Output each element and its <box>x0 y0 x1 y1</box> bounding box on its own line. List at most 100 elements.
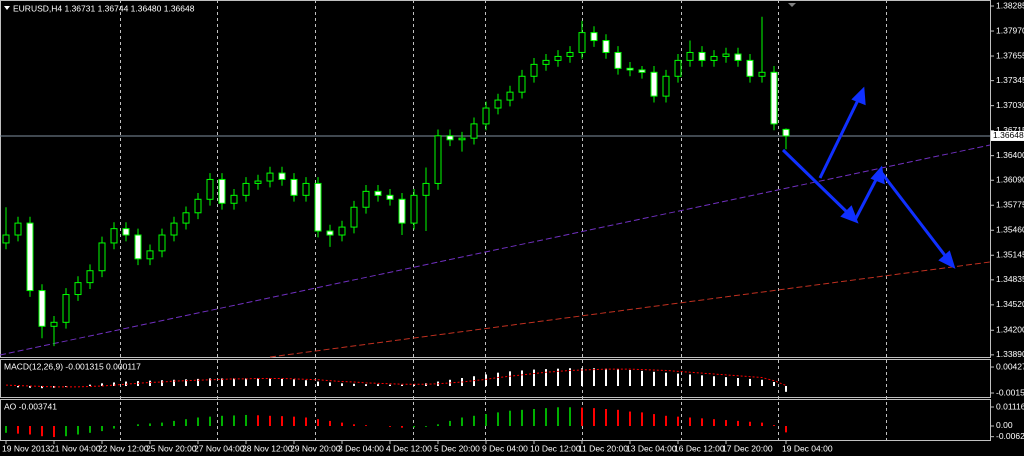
x-tick-label: 19 Dec 04:00 <box>782 443 833 453</box>
candle-body <box>74 282 82 296</box>
candle-body <box>38 290 46 327</box>
y-tick-label: -0.006262 <box>996 431 1024 441</box>
y-tick-label: 1.37970 <box>996 25 1024 35</box>
candle-body <box>782 128 790 137</box>
x-tick-label: 3 Dec 04:00 <box>338 443 384 453</box>
candle-body <box>326 230 334 236</box>
candle-body <box>290 178 298 196</box>
y-tick-label: 1.36400 <box>996 150 1024 160</box>
candle-body <box>506 91 514 101</box>
candle-body <box>722 53 730 57</box>
current-price-label: 1.36648 <box>993 130 1024 140</box>
y-tick-label: 1.33890 <box>996 349 1024 359</box>
candle-body <box>578 32 586 53</box>
candle-body <box>374 190 382 196</box>
x-tick-label: 27 Nov 04:00 <box>194 443 245 453</box>
x-tick-label: 11 Dec 20:00 <box>578 443 628 453</box>
candle-body <box>434 135 442 184</box>
candle-body <box>470 123 478 139</box>
candle-body <box>242 182 250 196</box>
candle-body <box>662 75 670 97</box>
panel-frames <box>0 0 991 441</box>
candle-body <box>710 55 718 61</box>
candle-body <box>62 294 70 323</box>
y-tick-label: 0.011166 <box>996 401 1024 411</box>
candle-body <box>482 107 490 125</box>
candle-body <box>614 51 622 69</box>
x-tick-label: 25 Nov 20:00 <box>146 443 197 453</box>
candle-body <box>314 182 322 232</box>
candle-body <box>542 59 550 65</box>
candle-body <box>14 222 22 236</box>
candle-body <box>638 69 646 73</box>
x-tick-label: 19 Nov 2013 <box>2 443 50 453</box>
candle-body <box>146 250 154 260</box>
y-tick-label: 1.35775 <box>996 199 1024 209</box>
arrow <box>853 173 881 221</box>
candle-body <box>278 172 286 180</box>
y-tick-label: 1.36715 <box>996 125 1024 135</box>
arrow-head <box>851 86 866 106</box>
candle-body <box>254 180 262 184</box>
trend-line <box>0 144 991 356</box>
y-tick-label: 1.37030 <box>996 100 1024 110</box>
arrow <box>818 95 862 179</box>
candle-body <box>338 226 346 236</box>
candle-body <box>134 234 142 260</box>
arrow-head <box>840 205 859 224</box>
candle-body <box>158 234 166 252</box>
y-tick-label: 1.35145 <box>996 249 1024 259</box>
candle-body <box>602 40 610 53</box>
candle-body <box>230 194 238 204</box>
candle-body <box>362 190 370 208</box>
main-panel <box>0 0 991 358</box>
candle-body <box>650 71 658 97</box>
candle-body <box>446 135 454 141</box>
candle-body <box>386 194 394 200</box>
macd-title: MACD(12,26,9) -0.001315 0.000117 <box>4 361 141 371</box>
current-price-box <box>991 130 1024 141</box>
candle-body <box>170 222 178 236</box>
x-tick-label: 13 Dec 04:00 <box>626 443 677 453</box>
forecast-arrows <box>781 86 956 269</box>
shift-marker <box>788 3 796 7</box>
candle-body <box>698 51 706 61</box>
x-tick-label: 16 Dec 12:00 <box>674 443 725 453</box>
trend-line <box>269 261 991 358</box>
candle-body <box>458 137 466 141</box>
candle-body <box>50 321 58 327</box>
marks <box>0 16 990 438</box>
y-tick-label: 1.36090 <box>996 174 1024 184</box>
y-tick-label: 1.37655 <box>996 50 1024 60</box>
macd-panel <box>0 359 991 398</box>
candle-body <box>494 99 502 109</box>
candle-body <box>122 228 130 236</box>
ao-title: AO -0.003741 <box>4 401 57 411</box>
y-tick-label: 1.34200 <box>996 325 1024 335</box>
candle-body <box>674 59 682 77</box>
candle-body <box>518 75 526 93</box>
ao-panel <box>0 399 991 441</box>
candle-body <box>194 198 202 214</box>
candle-body <box>554 55 562 61</box>
x-tick-label: 29 Nov 20:00 <box>290 443 341 453</box>
candle-body <box>350 206 358 228</box>
x-tick-label: 10 Dec 12:00 <box>530 443 581 453</box>
y-tick-label: 1.38285 <box>996 0 1024 10</box>
x-tick-label: 22 Nov 12:00 <box>98 443 149 453</box>
candle-body <box>746 59 754 77</box>
candle-body <box>98 242 106 272</box>
arrow <box>879 171 952 263</box>
candle-body <box>86 270 94 284</box>
candle-body <box>26 222 34 292</box>
candle-body <box>398 198 406 224</box>
y-tick-label: 0.004274 <box>996 361 1024 371</box>
candle-body <box>590 32 598 42</box>
candle-body <box>422 182 430 196</box>
y-tick-label: -0.001582 <box>996 387 1024 397</box>
candle-body <box>566 51 574 57</box>
candle-body <box>206 178 214 200</box>
time-separators <box>120 0 887 440</box>
